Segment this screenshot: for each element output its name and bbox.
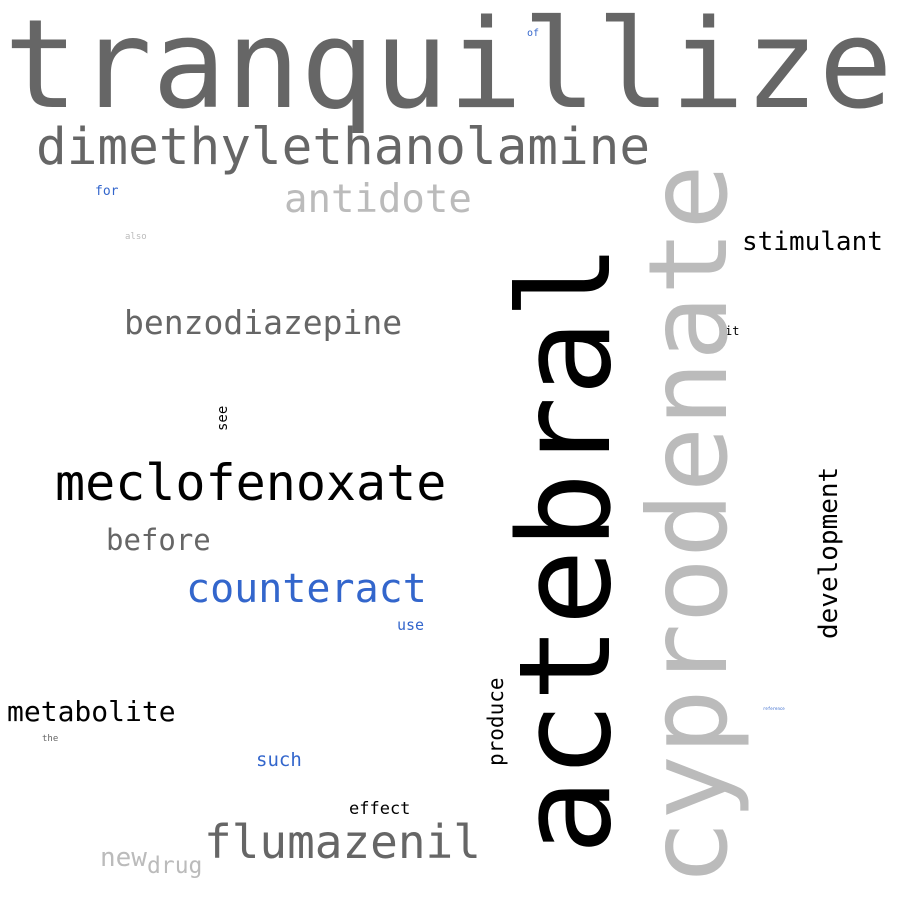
word-for: for — [95, 184, 119, 199]
word-meclofenoxate: meclofenoxate — [55, 454, 447, 512]
word-counteract: counteract — [186, 566, 427, 612]
word-produce: produce — [484, 677, 508, 766]
word-dimethylethanolamine: dimethylethanolamine — [36, 118, 651, 177]
word-new: new — [100, 843, 147, 873]
word-the: the — [42, 734, 59, 744]
word-before: before — [106, 523, 211, 557]
word-stimulant: stimulant — [742, 227, 883, 257]
word-antidote: antidote — [284, 177, 472, 222]
word-reference: reference — [763, 706, 785, 711]
word-flumazenil: flumazenil — [204, 815, 481, 869]
word-it: it — [725, 324, 740, 338]
word-use: use — [397, 616, 425, 634]
word-drug: drug — [147, 853, 203, 879]
word-of: of — [527, 28, 540, 39]
word-such: such — [256, 749, 302, 771]
word-also: also — [125, 232, 147, 242]
word-cyprodenate: cyprodenate — [625, 164, 752, 886]
word-tranquillizer: tranquillizer — [4, 0, 900, 137]
word-benzodiazepine: benzodiazepine — [124, 303, 403, 342]
word-metabolite: metabolite — [7, 695, 176, 728]
word-actebral: actebral — [491, 243, 639, 855]
word-effect: effect — [349, 799, 411, 819]
word-development: development — [814, 466, 844, 639]
word-see: see — [215, 405, 231, 431]
